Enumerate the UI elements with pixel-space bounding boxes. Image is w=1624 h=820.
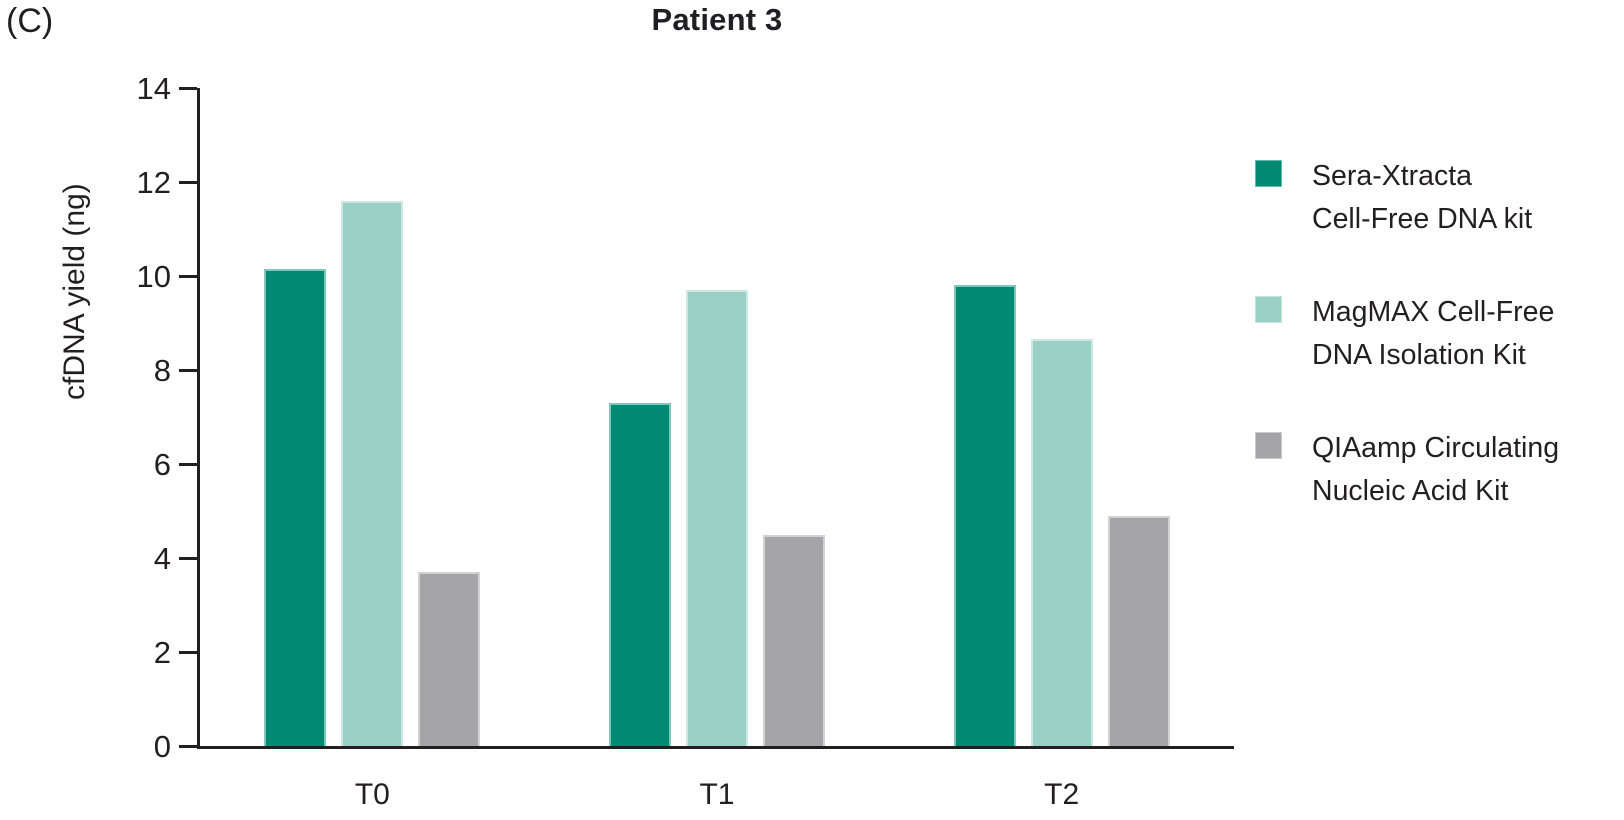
figure-panel-label: (C): [6, 2, 54, 40]
y-tick-8: [179, 368, 197, 372]
y-tick-2: [179, 650, 197, 654]
y-tick-6: [179, 462, 197, 466]
y-tick-14: [179, 86, 197, 90]
bar-sera-xtracta-t1: [609, 402, 671, 746]
chart-title: Patient 3: [651, 2, 783, 37]
y-tick-label-4: 4: [153, 540, 171, 576]
bar-group-t0: [264, 88, 481, 746]
legend-item-qiaamp: QIAamp Circulating Nucleic Acid Kit: [1255, 427, 1559, 513]
x-axis-line: [197, 746, 1234, 749]
bar-magmax-t1: [686, 290, 748, 746]
bar-group-t2: [953, 88, 1170, 746]
y-tick-10: [179, 274, 197, 278]
legend-item-sera-xtracta: Sera-Xtracta Cell-Free DNA kit: [1255, 155, 1559, 241]
bar-qiaamp-t2: [1107, 515, 1170, 746]
bar-sera-xtracta-t0: [264, 268, 327, 746]
legend-swatch-icon: [1255, 160, 1282, 187]
legend-item-magmax: MagMAX Cell-Free DNA Isolation Kit: [1255, 291, 1559, 377]
plot-area: 0 2 4 6 8 10 12 14 T0 T1 T2: [137, 73, 1234, 811]
bar-magmax-t2: [1030, 339, 1093, 746]
y-tick-label-2: 2: [153, 634, 171, 670]
y-tick-4: [179, 556, 197, 560]
bar-sera-xtracta-t2: [953, 285, 1016, 746]
legend: Sera-Xtracta Cell-Free DNA kit MagMAX Cell…: [1255, 155, 1559, 513]
y-tick-label-0: 0: [153, 728, 171, 764]
x-tick-label-t1: T1: [699, 778, 735, 811]
legend-label: QIAamp Circulating Nucleic Acid Kit: [1312, 432, 1560, 507]
x-tick-label-t2: T2: [1044, 778, 1080, 811]
legend-swatch-icon: [1255, 432, 1282, 459]
y-tick-12: [179, 180, 197, 184]
x-tick-label-t0: T0: [354, 778, 390, 811]
bar-qiaamp-t1: [763, 534, 825, 746]
y-tick-label-6: 6: [153, 446, 171, 482]
bar-magmax-t0: [341, 200, 404, 746]
y-axis-line: [197, 88, 200, 749]
legend-swatch-icon: [1255, 296, 1282, 323]
y-tick-label-12: 12: [136, 164, 171, 200]
bar-qiaamp-t0: [418, 572, 481, 746]
y-tick-label-8: 8: [153, 352, 171, 388]
y-tick-0: [179, 744, 197, 748]
legend-label: Sera-Xtracta Cell-Free DNA kit: [1312, 160, 1533, 235]
bar-group-t1: [609, 88, 825, 746]
y-tick-label-10: 10: [136, 258, 171, 294]
y-tick-label-14: 14: [136, 70, 171, 106]
legend-label: MagMAX Cell-Free DNA Isolation Kit: [1312, 296, 1555, 371]
